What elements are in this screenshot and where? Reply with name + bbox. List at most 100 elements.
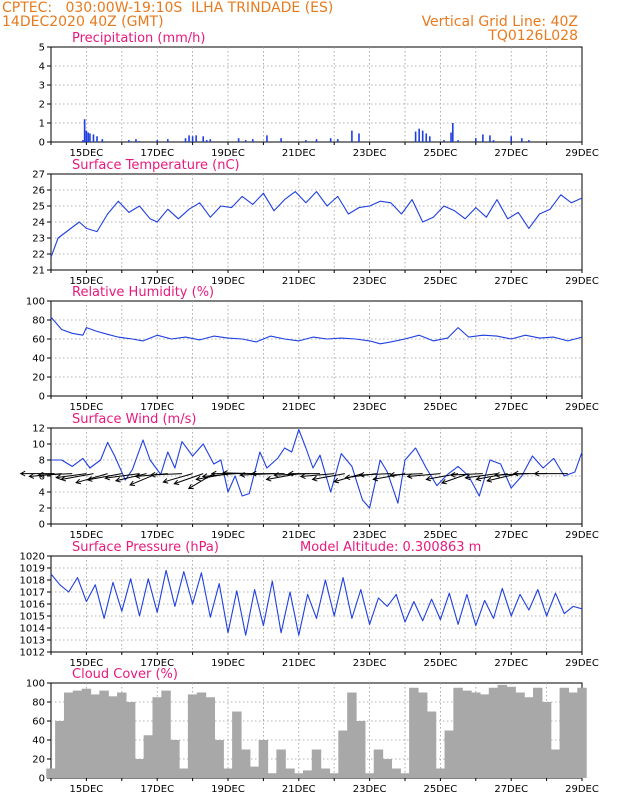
- data-bar: [347, 692, 357, 778]
- data-bar: [568, 692, 578, 778]
- wind-arrow-shaft: [441, 473, 469, 484]
- data-bar: [482, 134, 484, 142]
- panel-frame: [50, 300, 583, 397]
- data-bar: [479, 694, 490, 778]
- data-bar: [450, 132, 452, 142]
- data-bar: [72, 690, 83, 778]
- y-tick-label: 1019: [20, 564, 45, 575]
- wind-arrow-head: [494, 472, 500, 478]
- data-bar: [373, 749, 384, 778]
- data-bar: [510, 136, 512, 142]
- data-bar: [135, 139, 137, 142]
- data-bar: [85, 130, 88, 142]
- data-bar: [356, 721, 366, 778]
- data-bar: [184, 138, 187, 142]
- data-bar: [117, 692, 127, 778]
- wind-arrow-shaft: [105, 473, 140, 479]
- data-bar: [232, 711, 242, 778]
- data-bar: [63, 692, 74, 778]
- wind-arrow-head: [464, 474, 471, 481]
- data-bar: [559, 687, 570, 778]
- data-bar: [167, 139, 169, 142]
- y-tick-label: 1014: [20, 624, 45, 635]
- wind-arrow-head: [222, 470, 228, 476]
- y-tick-label: 1020: [20, 552, 45, 563]
- data-bar: [170, 740, 180, 778]
- data-bar: [417, 692, 428, 778]
- x-tick-label: 21DEC: [282, 658, 316, 669]
- x-tick-label: 17DEC: [140, 276, 174, 287]
- y-tick-label: 80: [32, 316, 45, 327]
- y-tick-label: 27: [32, 170, 45, 181]
- wind-arrow-head: [287, 470, 294, 477]
- y-tick-label: 1017: [20, 588, 45, 599]
- data-bar: [223, 768, 233, 778]
- data-bar: [195, 135, 197, 142]
- wind-arrow-head: [344, 474, 351, 481]
- data-bar: [320, 768, 331, 778]
- panel-frame: [50, 46, 583, 143]
- data-bar: [138, 141, 141, 142]
- y-tick-label: 25: [32, 202, 45, 213]
- x-tick-label: 27DEC: [494, 658, 528, 669]
- wind-arrow-shaft: [87, 473, 122, 481]
- y-tick-label: 10: [32, 440, 45, 451]
- x-tick-label: 15DEC: [70, 530, 104, 541]
- data-bar: [276, 749, 286, 778]
- wind-arrow-head: [440, 478, 447, 485]
- data-bar: [237, 138, 240, 142]
- data-bar: [267, 773, 277, 778]
- data-bar: [315, 139, 318, 142]
- wind-arrow-head: [533, 470, 540, 477]
- x-tick-label: 25DEC: [424, 784, 458, 795]
- x-tick-label: 17DEC: [140, 148, 174, 159]
- data-bar: [515, 692, 525, 778]
- data-bar: [191, 136, 194, 142]
- data-bar: [329, 138, 332, 142]
- wind-arrow-head: [60, 475, 67, 482]
- data-bar: [391, 768, 401, 778]
- x-tick-label: 29DEC: [565, 530, 599, 541]
- data-bar: [488, 687, 499, 778]
- data-bar: [435, 768, 446, 778]
- y-tick-label: 0: [39, 774, 45, 785]
- data-bar: [87, 132, 89, 142]
- wind-arrow-head: [265, 475, 272, 482]
- x-tick-label: 25DEC: [424, 658, 458, 669]
- x-tick-label: 17DEC: [140, 530, 174, 541]
- wind-arrow-head: [425, 475, 432, 482]
- x-tick-label: 29DEC: [565, 658, 599, 669]
- data-bar: [425, 133, 428, 142]
- data-bar: [506, 686, 516, 778]
- x-tick-label: 15DEC: [70, 148, 104, 159]
- y-tick-label: 1016: [20, 600, 45, 611]
- data-bar: [280, 138, 282, 142]
- data-bar: [475, 138, 477, 142]
- data-bar: [285, 768, 295, 778]
- data-bar: [214, 740, 224, 778]
- x-tick-label: 27DEC: [494, 148, 528, 159]
- data-bar: [338, 730, 348, 778]
- wind-arrow-head: [210, 470, 217, 477]
- x-tick-label: 21DEC: [282, 148, 316, 159]
- y-tick-label: 1018: [20, 576, 45, 587]
- x-tick-label: 23DEC: [353, 148, 387, 159]
- wind-arrow-shaft: [75, 473, 108, 484]
- x-tick-label: 15DEC: [70, 784, 104, 795]
- wind-arrow-shaft: [56, 473, 87, 479]
- data-bar: [421, 130, 424, 142]
- y-tick-label: 12: [32, 424, 45, 435]
- data-bar: [143, 735, 154, 778]
- wind-arrow-head: [37, 472, 44, 478]
- data-bar: [521, 138, 523, 142]
- x-tick-label: 29DEC: [565, 402, 599, 413]
- wind-arrow-head: [250, 470, 257, 477]
- wind-arrow-shaft: [61, 473, 94, 480]
- data-bar: [240, 749, 251, 778]
- data-bar: [89, 133, 91, 142]
- data-bar: [444, 730, 454, 778]
- x-tick-label: 29DEC: [565, 784, 599, 795]
- y-tick-label: 60: [32, 717, 45, 728]
- x-tick-label: 19DEC: [211, 530, 245, 541]
- y-tick-label: 40: [32, 354, 45, 365]
